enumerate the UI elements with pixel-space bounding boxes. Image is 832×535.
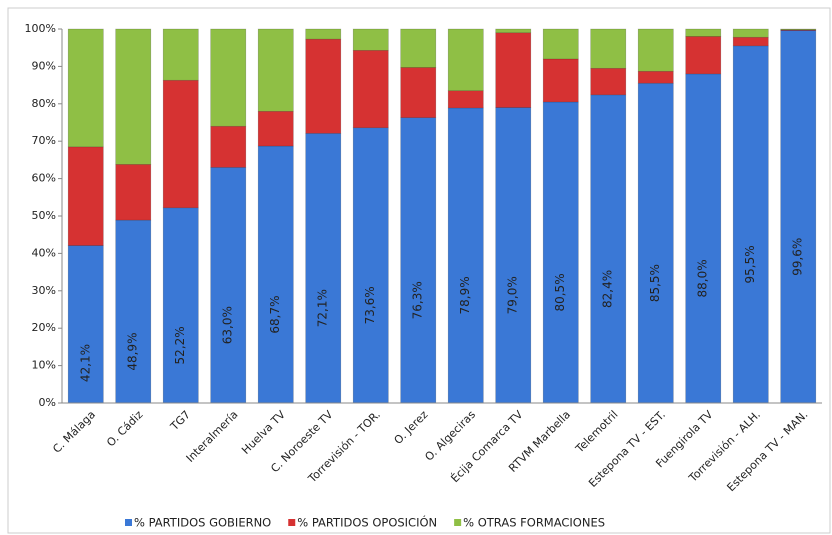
bar-segment — [637, 82, 674, 404]
value-label: 73,6% — [363, 286, 377, 324]
legend: % PARTIDOS GOBIERNO % PARTIDOS OPOSICIÓN%… — [125, 515, 605, 530]
y-tick-label: 100% — [25, 22, 56, 35]
bar-segment — [685, 28, 722, 37]
bar-segment — [542, 28, 579, 60]
bar-segment — [115, 28, 152, 165]
bar-segment — [67, 28, 104, 148]
bar-segment — [400, 67, 437, 118]
bar-segment — [542, 58, 579, 103]
bar-segment — [590, 28, 627, 69]
bar-segment — [637, 70, 674, 84]
y-tick-label: 40% — [32, 246, 56, 259]
y-tick-label: 80% — [32, 97, 56, 110]
bar-segment — [495, 32, 532, 108]
bar-segment — [210, 28, 247, 127]
bar-segment — [732, 36, 769, 47]
bar-segment — [685, 36, 722, 75]
bar-segment — [352, 127, 389, 404]
bar-segment — [162, 79, 199, 209]
bar-segment — [352, 50, 389, 129]
bar-segment — [115, 219, 152, 404]
bar-segment — [305, 38, 342, 134]
bar-segment — [210, 167, 247, 404]
y-tick-label: 20% — [32, 321, 56, 334]
bar-segment — [780, 28, 817, 31]
legend-swatch — [288, 519, 296, 526]
bar-segment — [590, 67, 627, 96]
bar-segment — [732, 28, 769, 38]
value-label: 82,4% — [601, 270, 615, 308]
bar-segment — [400, 28, 437, 68]
y-tick-label: 70% — [32, 134, 56, 147]
value-label: 88,0% — [696, 259, 710, 297]
value-label: 48,9% — [126, 332, 140, 370]
bar-segment — [590, 94, 627, 404]
bar-segment — [637, 28, 674, 72]
value-label: 72,1% — [316, 289, 330, 327]
bar-segment — [257, 110, 294, 147]
bar-segment — [447, 107, 484, 404]
legend-swatch — [454, 519, 462, 526]
value-label: 80,5% — [553, 273, 567, 311]
bar-segment — [685, 73, 722, 404]
bar-segment — [257, 145, 294, 404]
bar-segment — [162, 28, 199, 81]
legend-swatch — [125, 519, 132, 526]
bar-segment — [305, 133, 342, 404]
value-label: 95,5% — [743, 245, 757, 283]
y-tick-label: 60% — [32, 172, 56, 185]
bar-segment — [447, 90, 484, 109]
bar-segment — [162, 207, 199, 404]
value-label: 78,9% — [458, 276, 472, 314]
value-label: 79,0% — [506, 276, 520, 314]
bar-segment — [732, 45, 769, 404]
bar-segment — [780, 30, 817, 404]
y-tick-label: 0% — [39, 396, 56, 409]
value-label: 52,2% — [173, 326, 187, 364]
legend-label: % OTRAS FORMACIONES — [463, 516, 605, 530]
legend-label: % PARTIDOS GOBIERNO — [134, 516, 271, 530]
value-label: 68,7% — [268, 295, 282, 333]
bar-segment — [305, 28, 342, 40]
y-tick-label: 90% — [32, 59, 56, 72]
y-tick-label: 10% — [32, 359, 56, 372]
bar-segment — [210, 125, 247, 168]
bar-segment — [495, 28, 532, 34]
bar-segment — [67, 146, 104, 246]
bar-segment — [400, 117, 437, 404]
y-tick-label: 30% — [32, 284, 56, 297]
bar-segment — [115, 164, 152, 221]
legend-label: % PARTIDOS OPOSICIÓN — [297, 515, 437, 530]
bar-segment — [495, 107, 532, 404]
y-tick-label: 50% — [32, 209, 56, 222]
value-label: 76,3% — [411, 281, 425, 319]
bar-segment — [67, 245, 104, 404]
value-label: 99,6% — [791, 238, 805, 276]
bar-segment — [352, 28, 389, 51]
bar-segment — [447, 28, 484, 92]
value-label: 42,1% — [78, 344, 92, 382]
bar-segment — [542, 101, 579, 404]
value-label: 85,5% — [648, 264, 662, 302]
value-label: 63,0% — [221, 306, 235, 344]
bar-segment — [257, 28, 294, 112]
